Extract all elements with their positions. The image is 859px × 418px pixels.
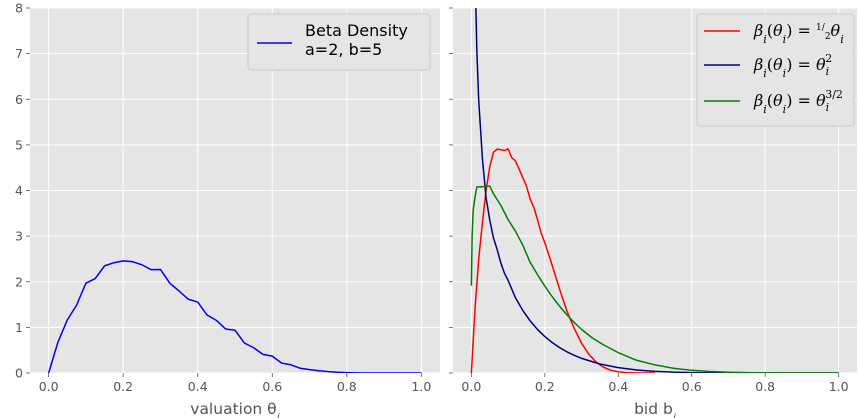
legend-paren-close-eq: ) = xyxy=(786,21,816,40)
series-group-left xyxy=(47,260,422,373)
x-tick-label-left: 0.0 xyxy=(39,379,59,394)
legend-beta-sub: i xyxy=(763,67,767,80)
legend-theta-sub: i xyxy=(783,67,787,80)
series-line-right-0 xyxy=(470,148,655,373)
legend-paren-open: ( xyxy=(767,21,773,40)
legend-beta-sub: i xyxy=(763,103,767,116)
x-tick-label-right: 1.0 xyxy=(829,379,849,394)
y-tick-label: 6 xyxy=(15,92,23,107)
legend-frac-bar: / xyxy=(822,23,826,33)
legend-label-0: βi(θi) = 1/2θi xyxy=(753,21,844,46)
legend-frac-num: 1 xyxy=(816,23,822,33)
legend-beta: β xyxy=(753,91,763,110)
y-tick-label: 2 xyxy=(15,274,23,289)
y-tick-label: 7 xyxy=(15,46,23,61)
x-tick-label-right: 0.0 xyxy=(461,379,481,394)
legend-box-right xyxy=(696,13,855,127)
legend-label-2: βi(θi) = θi3/2 xyxy=(753,88,843,116)
y-tick-label: 3 xyxy=(15,229,23,244)
x-axis-label-text-left: valuation θ xyxy=(190,400,276,418)
legend-label-beta-line-1: Beta Density xyxy=(305,21,408,40)
x-tick-label-right: 0.2 xyxy=(535,379,555,394)
legend-rhs-sub: i xyxy=(840,33,844,46)
x-axis-label-left: valuation θi xyxy=(190,400,279,418)
legend-rhs-sub: i xyxy=(826,101,830,114)
x-tick-label-left: 1.0 xyxy=(411,379,431,394)
legend-paren-open: ( xyxy=(767,91,773,110)
x-tick-label-left: 0.6 xyxy=(262,379,282,394)
legend-paren-close-eq: ) = xyxy=(786,91,816,110)
legend-rhs-sub: i xyxy=(826,65,830,78)
x-axis-label-text-right: bid b xyxy=(634,400,673,418)
legend-rhs-sup: 2 xyxy=(825,52,832,65)
legend-frac-den: 2 xyxy=(825,32,831,42)
legend-beta-sub: i xyxy=(763,33,767,46)
y-tick-label: 0 xyxy=(15,366,23,381)
series-group-right xyxy=(470,8,839,373)
legend-paren-open: ( xyxy=(767,55,773,74)
legend-rhs-theta: θ xyxy=(816,55,826,74)
y-tick-label: 1 xyxy=(15,320,23,335)
legend-label-beta-line-2: a=2, b=5 xyxy=(305,40,382,59)
x-tick-label-left: 0.8 xyxy=(337,379,357,394)
legend-rhs-sup: 3/2 xyxy=(825,88,843,101)
x-tick-label-left: 0.4 xyxy=(188,379,208,394)
legend-rhs-theta: θ xyxy=(831,21,841,40)
legend-label-1: βi(θi) = θi2 xyxy=(753,52,832,80)
legend-theta: θ xyxy=(773,21,783,40)
legend-paren-close-eq: ) = xyxy=(786,55,816,74)
x-tick-label-right: 0.4 xyxy=(608,379,628,394)
y-tick-label: 8 xyxy=(15,1,23,16)
x-axis-label-subscript-right: i xyxy=(673,411,676,418)
x-tick-label-right: 0.6 xyxy=(682,379,702,394)
left-chart-panel: 0 1 2 3 4 5 6 7 8 0.0 0.2 0.4 0.6 0.8 1.0 valuation θi B… xyxy=(15,1,440,418)
legend-box-left xyxy=(247,13,431,71)
legend-theta-sub: i xyxy=(783,33,787,46)
legend-beta: β xyxy=(753,21,763,40)
y-tick-label: 4 xyxy=(15,183,23,198)
x-axis-label-subscript-left: i xyxy=(277,411,280,418)
series-line-right-2 xyxy=(470,185,839,373)
y-tick-label: 5 xyxy=(15,137,23,152)
legend-theta-sub: i xyxy=(783,103,787,116)
legend-theta: θ xyxy=(773,91,783,110)
series-line-left-0 xyxy=(47,260,422,373)
x-axis-label-right: bid bi xyxy=(634,400,676,418)
legend-beta: β xyxy=(753,55,763,74)
legend-theta: θ xyxy=(773,55,783,74)
legend-rhs-theta: θ xyxy=(816,91,826,110)
x-tick-label-left: 0.2 xyxy=(113,379,133,394)
x-tick-label-right: 0.8 xyxy=(755,379,775,394)
